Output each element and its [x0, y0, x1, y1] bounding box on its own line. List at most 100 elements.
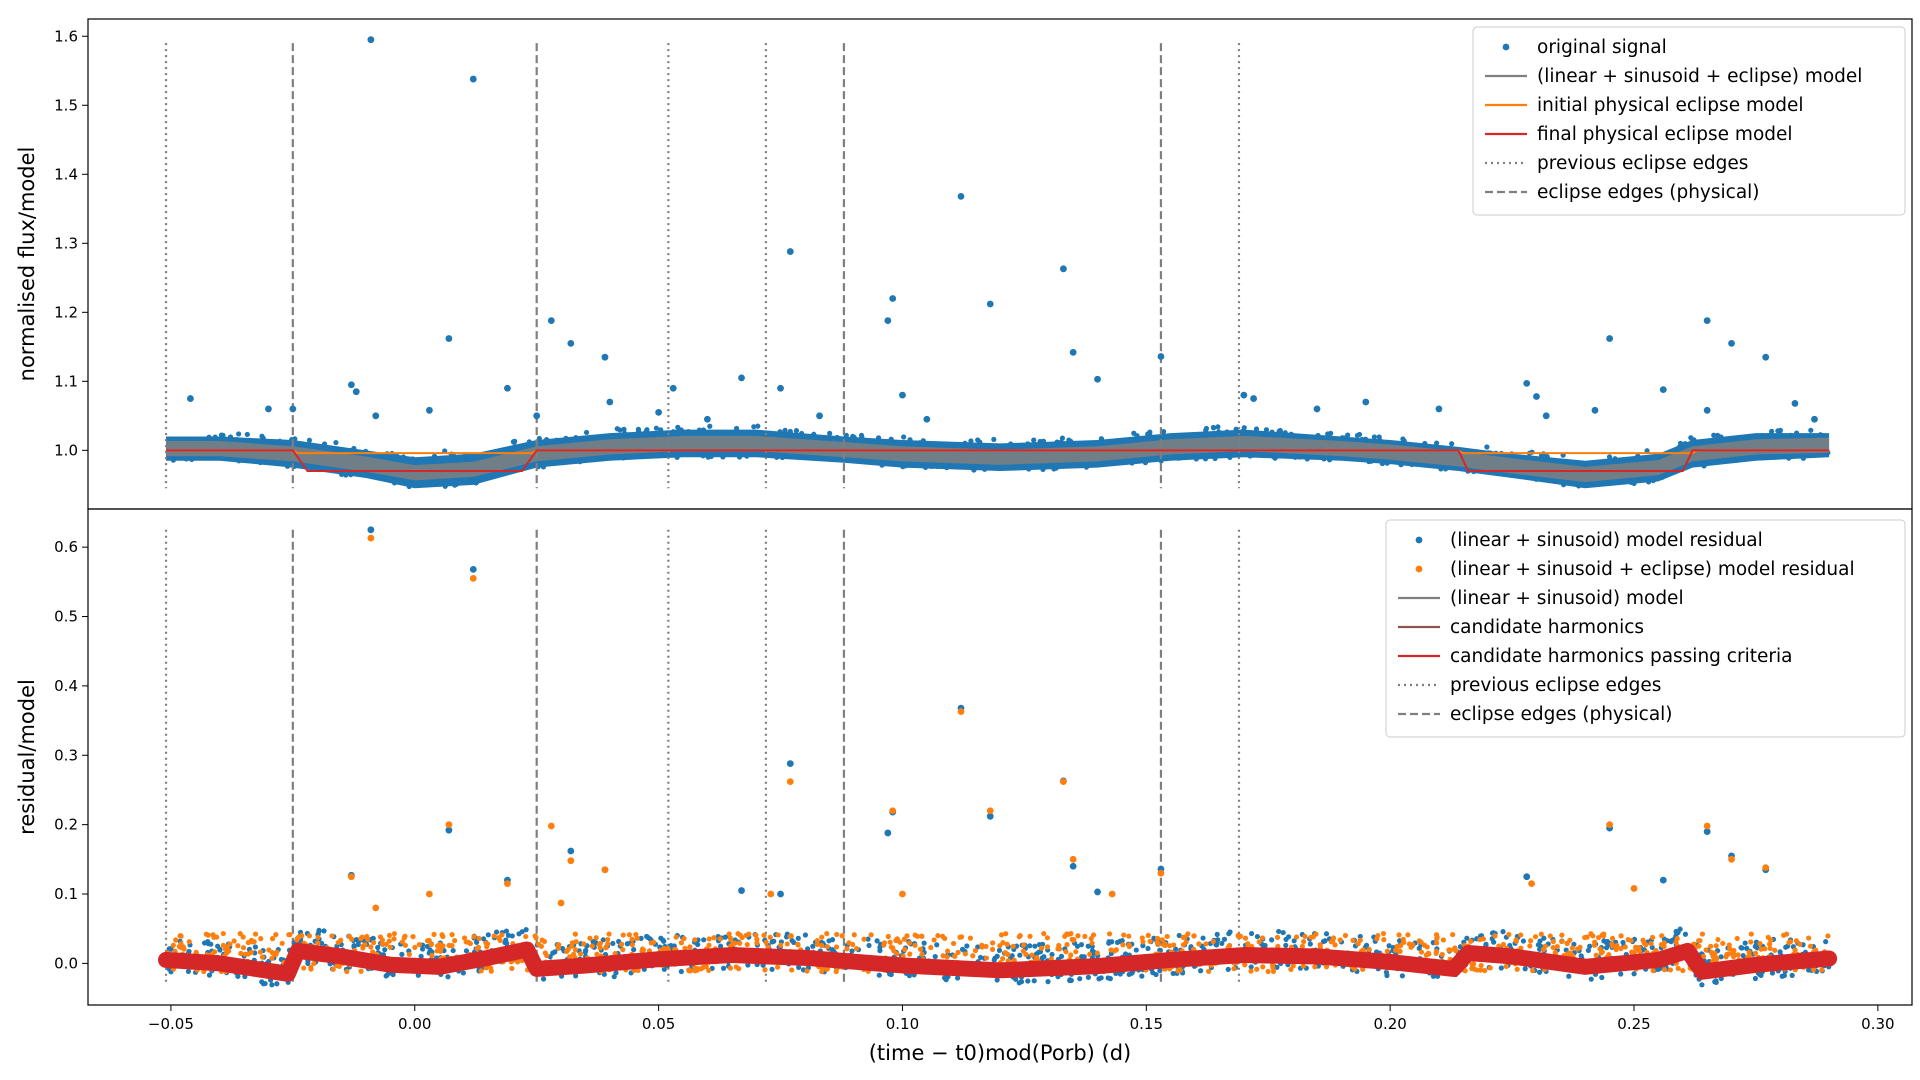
- eclipse-model-residual-point: [581, 941, 587, 947]
- eclipse-model-residual-point: [634, 935, 640, 941]
- linear-sinusoid-residual-point: [573, 973, 579, 979]
- eclipse-model-residual-point: [410, 934, 416, 940]
- eclipse-model-residual-point: [386, 932, 393, 939]
- eclipse-model-residual-point: [269, 936, 276, 942]
- signal-point: [394, 453, 400, 459]
- signal-point: [1484, 444, 1490, 450]
- signal-point: [1061, 463, 1067, 469]
- eclipse-model-residual-point: [902, 946, 908, 953]
- linear-sinusoid-residual-point: [955, 975, 961, 981]
- eclipse-model-residual-point: [1550, 944, 1556, 951]
- signal-point: [864, 438, 870, 444]
- linear-sinusoid-residual-point: [1045, 979, 1051, 985]
- signal-point: [236, 458, 242, 464]
- signal-point: [1213, 451, 1219, 457]
- eclipse-model-residual-point: [989, 946, 996, 952]
- eclipse-model-residual-point: [744, 941, 750, 948]
- original-signal-outlier-point: [1240, 391, 1248, 399]
- linear-sinusoid-residual-point: [1041, 954, 1047, 960]
- eclipse-model-residual-point: [252, 931, 259, 937]
- signal-point: [1409, 461, 1415, 468]
- linear-sinusoid-residual-point: [1599, 974, 1605, 981]
- eclipse-model-residual-point: [391, 936, 397, 942]
- signal-point: [1253, 426, 1260, 432]
- original-signal-outlier-point: [567, 339, 575, 347]
- signal-point: [583, 429, 590, 436]
- eclipse-model-residual-point: [1625, 937, 1631, 943]
- original-signal-outlier-point: [187, 395, 194, 402]
- eclipse-model-residual-outlier: [347, 873, 355, 881]
- signal-point: [1227, 454, 1233, 460]
- eclipse-model-residual-point: [173, 937, 179, 943]
- eclipse-model-residual-point: [1784, 931, 1790, 937]
- eclipse-model-residual-point: [1492, 933, 1498, 939]
- eclipse-model-residual-point: [1010, 943, 1016, 949]
- eclipse-model-residual-point: [626, 932, 632, 938]
- eclipse-model-residual-point: [329, 933, 335, 939]
- eclipse-model-residual-outlier: [1157, 869, 1165, 877]
- eclipse-model-residual-point: [248, 949, 254, 955]
- eclipse-model-residual-point: [572, 947, 579, 953]
- signal-point: [1354, 432, 1361, 439]
- eclipse-model-residual-point: [1421, 942, 1428, 948]
- signal-point: [1817, 432, 1823, 438]
- signal-point: [400, 454, 407, 460]
- signal-point: [621, 426, 627, 432]
- linear-sinusoid-residual-point: [383, 973, 389, 979]
- signal-point: [277, 438, 283, 444]
- linear-sinusoid-residual-point: [1081, 954, 1087, 960]
- signal-point: [1326, 457, 1333, 463]
- eclipse-model-residual-point: [437, 948, 443, 954]
- eclipse-model-residual-point: [1434, 940, 1440, 946]
- eclipse-model-residual-point: [1323, 964, 1330, 970]
- eclipse-model-residual-point: [1082, 933, 1088, 940]
- x-tick-label: 0.10: [886, 1015, 919, 1033]
- eclipse-model-residual-point: [1248, 968, 1254, 974]
- original-signal-outlier-point: [738, 374, 745, 382]
- eclipse-model-residual-point: [1667, 967, 1674, 973]
- eclipse-model-residual-point: [1614, 942, 1620, 949]
- eclipse-model-residual-point: [1145, 932, 1151, 938]
- eclipse-model-residual-point: [1191, 933, 1197, 939]
- eclipse-model-residual-point: [593, 935, 599, 941]
- legend-label: initial physical eclipse model: [1537, 95, 1804, 116]
- eclipse-model-residual-point: [787, 933, 793, 939]
- eclipse-model-residual-point: [1342, 932, 1349, 939]
- signal-point: [333, 439, 339, 446]
- signal-point: [923, 442, 929, 448]
- eclipse-model-residual-point: [1487, 965, 1493, 971]
- eclipse-model-residual-point: [1478, 962, 1484, 969]
- x-tick-label: −0.05: [148, 1015, 194, 1033]
- linear-sinusoid-residual-point: [1098, 975, 1104, 981]
- eclipse-model-residual-point: [1313, 931, 1319, 937]
- eclipse-model-residual-point: [210, 932, 216, 938]
- linear-sinusoid-residual-point: [1399, 973, 1405, 979]
- signal-point: [1198, 432, 1204, 438]
- linear-sinusoid-residual-outlier: [1094, 888, 1101, 896]
- signal-point: [1066, 437, 1072, 443]
- linear-sinusoid-residual-point: [550, 950, 556, 956]
- eclipse-model-residual-outlier: [986, 807, 994, 815]
- signal-point: [1114, 438, 1120, 444]
- eclipse-model-residual-outlier: [786, 778, 794, 786]
- signal-point: [1544, 453, 1550, 460]
- linear-sinusoid-residual-point: [1085, 943, 1091, 949]
- eclipse-model-residual-point: [839, 933, 845, 939]
- linear-sinusoid-residual-point: [1133, 947, 1139, 953]
- eclipse-model-residual-point: [795, 942, 801, 948]
- x-tick-label: 0.00: [398, 1015, 431, 1033]
- y-tick-label: 1.1: [54, 372, 78, 390]
- eclipse-model-residual-point: [861, 936, 867, 942]
- signal-point: [1576, 483, 1582, 489]
- linear-sinusoid-residual-point: [316, 927, 322, 933]
- y-tick-label: 0.4: [54, 677, 78, 695]
- linear-sinusoid-residual-point: [624, 941, 630, 947]
- signal-point: [811, 431, 817, 437]
- eclipse-model-residual-point: [1242, 962, 1248, 968]
- eclipse-model-residual-point: [1723, 954, 1729, 960]
- linear-sinusoid-residual-outlier: [1069, 862, 1077, 870]
- linear-sinusoid-residual-point: [460, 970, 466, 976]
- eclipse-model-residual-point: [850, 941, 856, 948]
- signal-point: [275, 459, 282, 465]
- signal-point: [430, 458, 436, 464]
